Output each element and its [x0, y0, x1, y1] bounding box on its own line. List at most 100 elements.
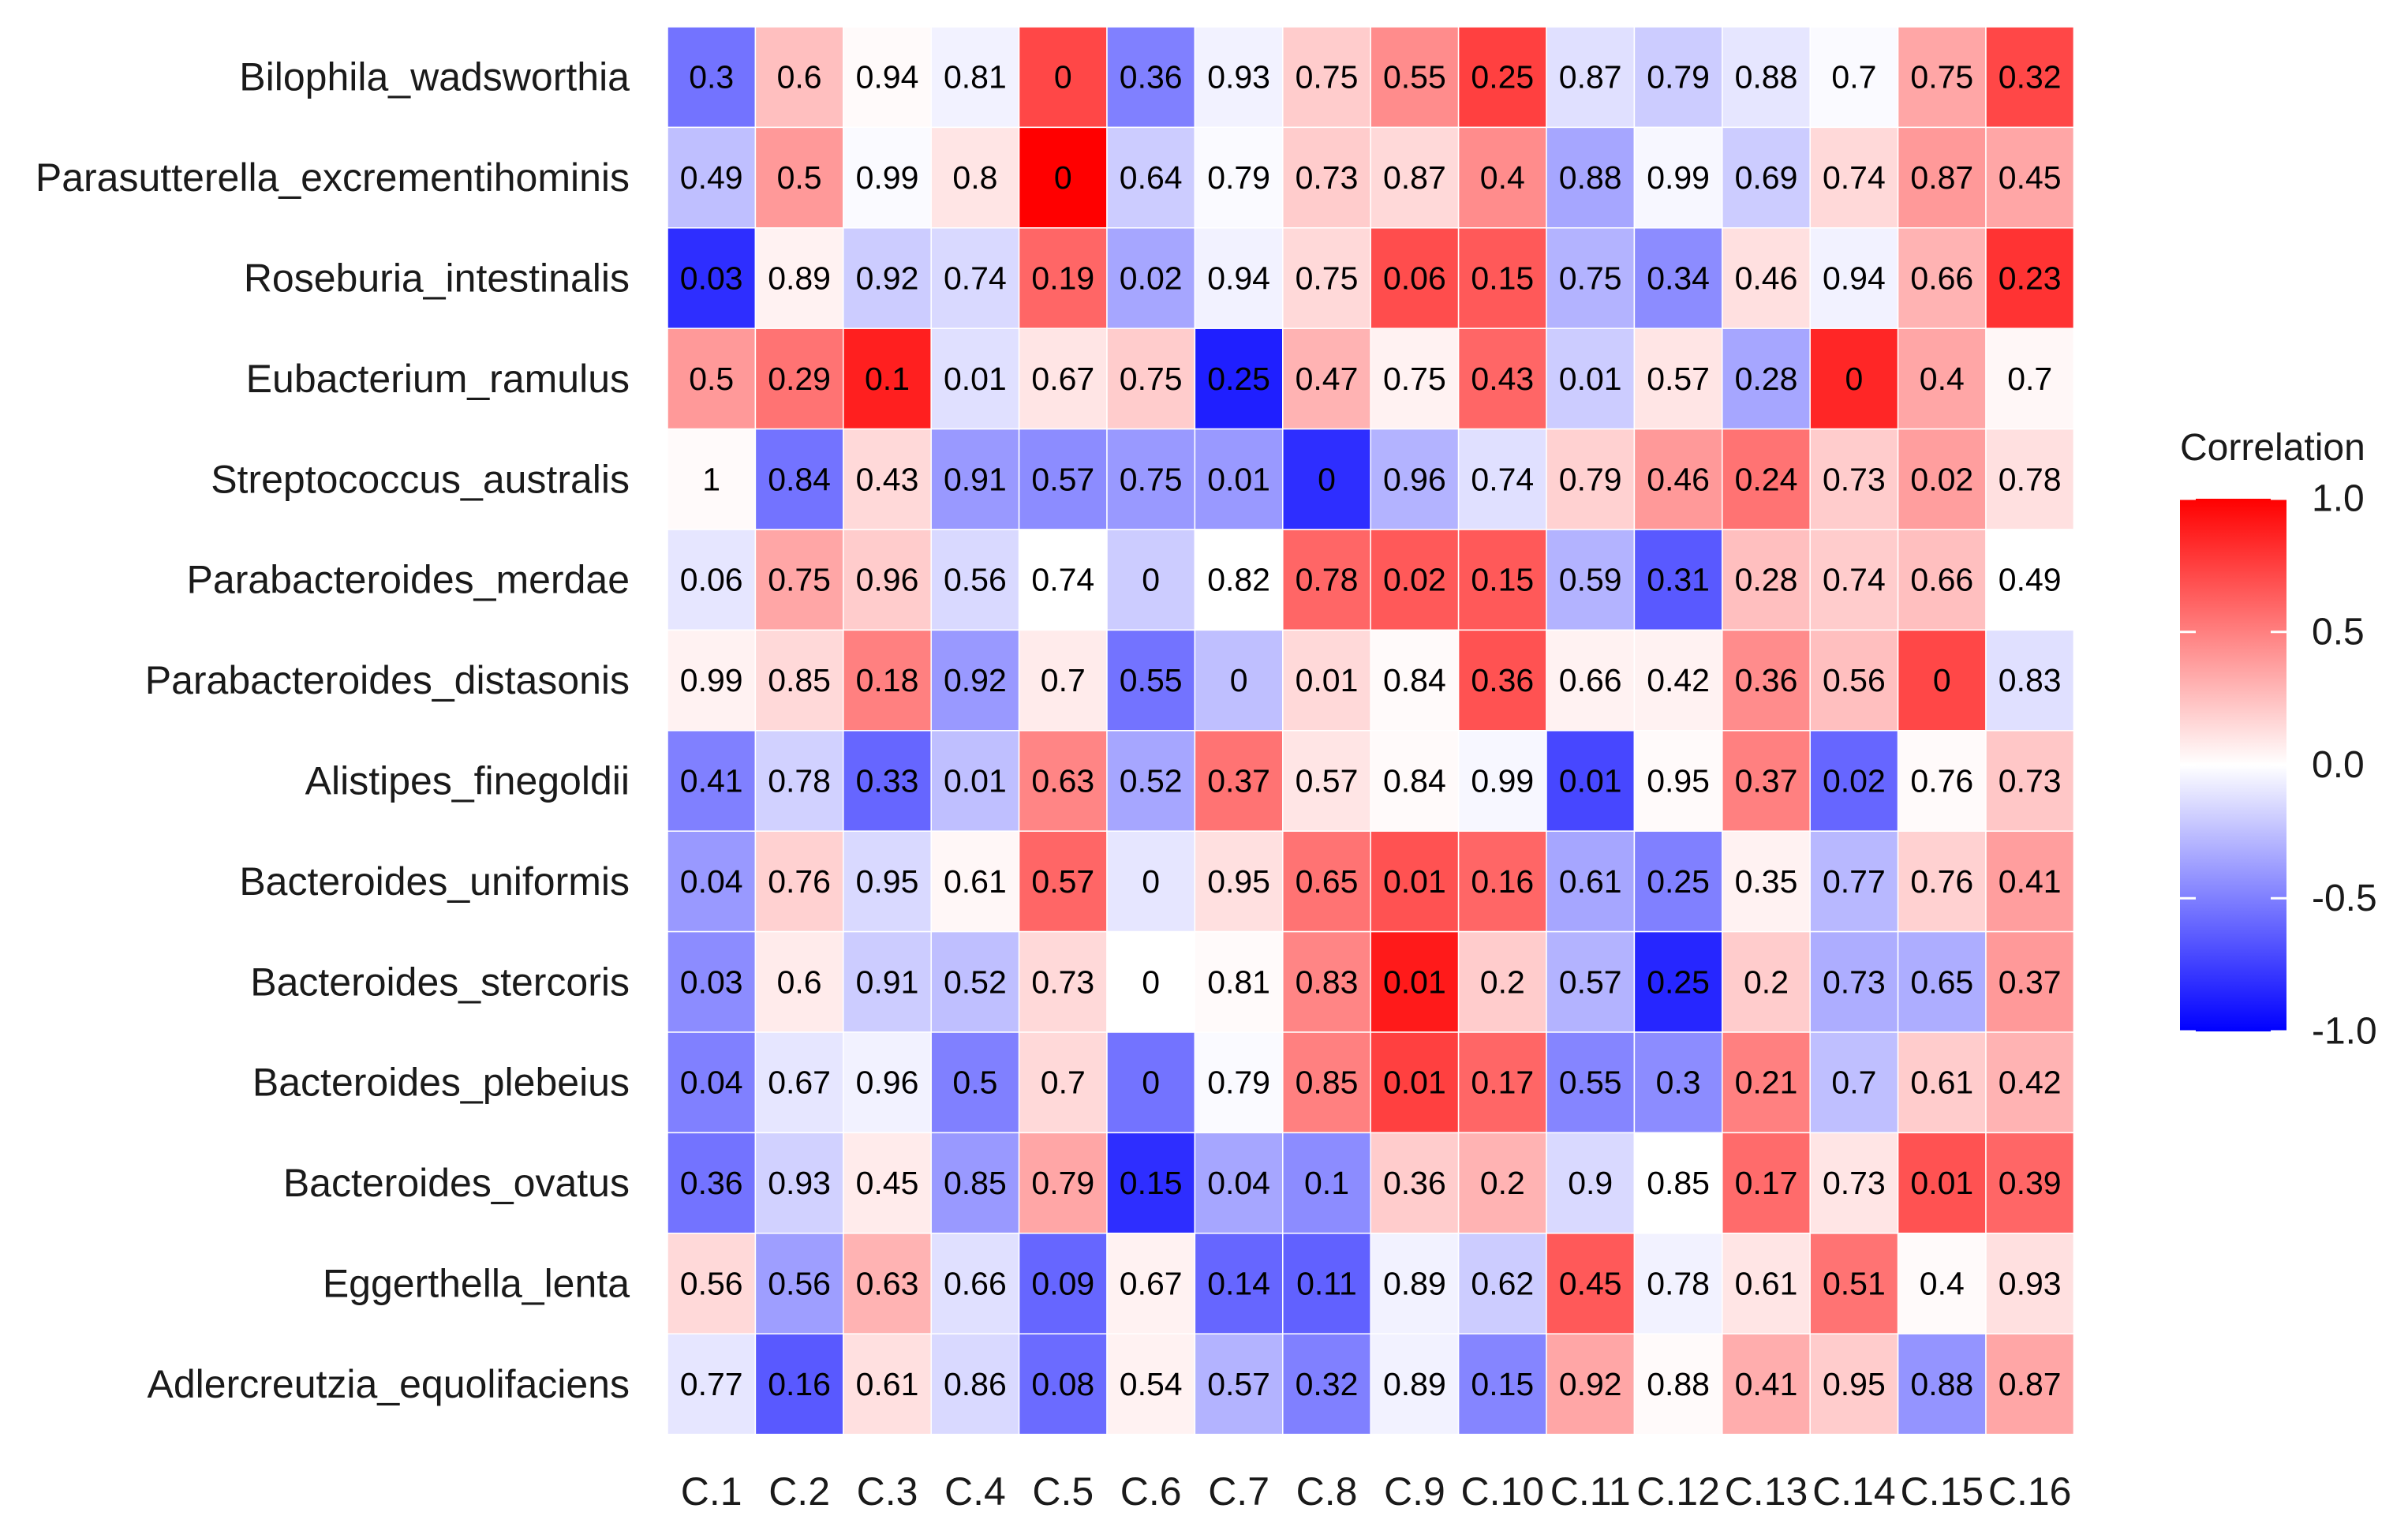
heatmap-cell	[1722, 126, 1811, 229]
heatmap-cell	[930, 629, 1020, 732]
heatmap-cell	[1018, 428, 1108, 530]
cell-value-label: 0.87	[1559, 59, 1622, 95]
heatmap-cell	[1282, 428, 1371, 530]
heatmap-cell	[1457, 26, 1547, 129]
heatmap-cell	[1106, 629, 1196, 732]
heatmap-cell	[1194, 830, 1284, 933]
cell-value-label: 0.66	[1559, 662, 1622, 698]
heatmap-cell	[843, 730, 932, 832]
heatmap-cell	[1282, 227, 1371, 329]
row-labels: Bilophila_wadsworthia Parasutterella_excr…	[36, 55, 630, 1406]
heatmap-cell	[1194, 730, 1284, 832]
heatmap-cell	[930, 529, 1020, 631]
heatmap-cell	[930, 1333, 1020, 1435]
cell-value-label: 0.08	[1031, 1366, 1094, 1402]
cell-value-label: 0.23	[1999, 260, 2062, 297]
cell-value-label: 0.34	[1647, 260, 1710, 297]
cell-value-label: 0.93	[1999, 1266, 2062, 1302]
cell-value-label: 0.39	[1999, 1165, 2062, 1201]
column-label: C.1	[681, 1469, 742, 1514]
heatmap-cell	[1106, 327, 1196, 430]
cell-value-label: 0.67	[1120, 1266, 1183, 1302]
cell-value-label: 0.8	[952, 159, 997, 196]
cell-value-label: 0.46	[1735, 260, 1798, 297]
heatmap-cell	[930, 126, 1020, 229]
heatmap-cell	[1194, 1132, 1284, 1234]
cell-value-label: 0.85	[1647, 1165, 1710, 1201]
heatmap-cell	[930, 730, 1020, 832]
cell-value-label: 0.78	[1999, 461, 2062, 497]
cell-value-label: 0.93	[768, 1165, 831, 1201]
cell-value-label: 0.01	[1383, 863, 1446, 900]
cell-value-label: 0.87	[1999, 1366, 2062, 1402]
cell-value-label: 0.41	[1735, 1366, 1798, 1402]
cell-value-label: 0.17	[1471, 1065, 1534, 1101]
cell-value-label: 0.73	[1296, 159, 1359, 196]
heatmap-cell	[1282, 930, 1371, 1033]
heatmap-cell	[1985, 428, 2075, 530]
cell-value-label: 0	[1142, 863, 1160, 900]
heatmap-cell	[930, 1031, 1020, 1134]
cell-value-label: 0.52	[1120, 763, 1183, 799]
heatmap-cell	[1194, 1031, 1284, 1134]
cell-value-label: 0.21	[1735, 1065, 1798, 1101]
cell-value-label: 0.01	[944, 361, 1007, 397]
cell-value-label: 0.88	[1910, 1366, 1973, 1402]
cell-value-label: 0.51	[1823, 1266, 1886, 1302]
heatmap-cell	[1633, 26, 1723, 129]
cell-value-label: 0.6	[777, 59, 822, 95]
cell-value-label: 0.78	[1647, 1266, 1710, 1302]
cell-value-label: 0.04	[680, 1065, 743, 1101]
cell-value-label: 0	[1142, 1065, 1160, 1101]
row-label: Adlercreutzia_equolifaciens	[148, 1362, 630, 1406]
heatmap-cell	[1633, 1132, 1723, 1234]
heatmap-cell	[1194, 930, 1284, 1033]
cell-value-label: 0.19	[1031, 260, 1094, 297]
cell-value-label: 0.02	[1383, 562, 1446, 598]
heatmap-cell	[1457, 830, 1547, 933]
cell-value-label: 0.15	[1120, 1165, 1183, 1201]
heatmap-cell	[1809, 428, 1899, 530]
cell-value-label: 0.75	[1120, 461, 1183, 497]
column-label: C.2	[768, 1469, 830, 1514]
heatmap-cell	[1897, 227, 1987, 329]
cell-value-label: 0.55	[1120, 662, 1183, 698]
cell-value-label: 1	[702, 461, 720, 497]
cell-value-label: 0.96	[856, 1065, 919, 1101]
heatmap-cell	[1194, 327, 1284, 430]
cell-value-label: 0.89	[768, 260, 831, 297]
cell-value-label: 0.04	[1207, 1165, 1270, 1201]
column-label: C.16	[1988, 1469, 2072, 1514]
heatmap-cell	[1106, 730, 1196, 832]
column-label: C.5	[1032, 1469, 1094, 1514]
cell-value-label: 0.3	[689, 59, 734, 95]
heatmap-cell	[1809, 830, 1899, 933]
heatmap-cell	[754, 1333, 844, 1435]
heatmap-cell	[667, 629, 757, 732]
cell-value-label: 0.2	[1744, 964, 1789, 1000]
heatmap-cell	[667, 930, 757, 1033]
heatmap-cell	[1106, 428, 1196, 530]
heatmap-cell	[667, 529, 757, 631]
cell-value-label: 0.09	[1031, 1266, 1094, 1302]
heatmap-cell	[1018, 1132, 1108, 1234]
cell-value-label: 0.57	[1031, 461, 1094, 497]
cell-value-label: 0.99	[680, 662, 743, 698]
cell-value-label: 0.55	[1383, 59, 1446, 95]
cell-value-label: 0.41	[1999, 863, 2062, 900]
cell-value-label: 0.1	[865, 361, 910, 397]
heatmap-cell	[843, 227, 932, 329]
heatmap-cell	[1633, 930, 1723, 1033]
heatmap-cell	[1106, 1333, 1196, 1435]
cell-value-label: 0	[1054, 59, 1072, 95]
cell-value-label: 0.94	[856, 59, 919, 95]
heatmap-cell	[1018, 930, 1108, 1033]
cell-value-label: 0.57	[1559, 964, 1622, 1000]
heatmap-cell	[1370, 126, 1460, 229]
heatmap-cell	[1106, 1031, 1196, 1134]
heatmap-cell	[1985, 1031, 2075, 1134]
heatmap-cell	[1282, 1333, 1371, 1435]
cell-value-label: 0.75	[1910, 59, 1973, 95]
cell-value-label: 0.82	[1207, 562, 1270, 598]
